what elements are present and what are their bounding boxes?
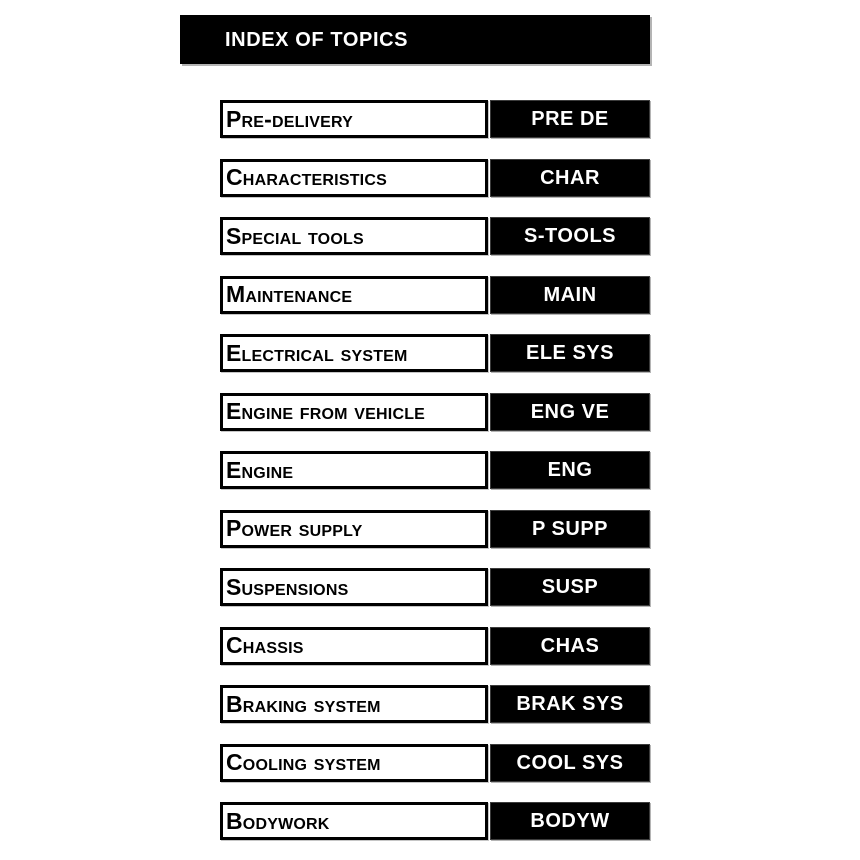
topic-code-box[interactable]: MAIN bbox=[490, 275, 650, 314]
topic-code-box[interactable]: ENG VE bbox=[490, 392, 650, 431]
page-title-bar: INDEX OF TOPICS bbox=[180, 15, 650, 64]
topic-code: ENG bbox=[547, 459, 593, 481]
topic-code-box[interactable]: CHAR bbox=[490, 158, 650, 197]
topic-code: MAIN bbox=[543, 283, 597, 306]
page-title: INDEX OF TOPICS bbox=[225, 28, 409, 51]
topic-label: Characteristics bbox=[226, 164, 387, 190]
topic-row[interactable]: Chassis CHAS bbox=[220, 626, 650, 665]
topic-code: COOL SYS bbox=[516, 751, 624, 774]
topic-row[interactable]: Maintenance MAIN bbox=[220, 275, 650, 314]
topic-label: Chassis bbox=[226, 632, 304, 658]
topic-label-box[interactable]: Braking system bbox=[220, 685, 488, 723]
topic-code: ELE SYS bbox=[526, 342, 614, 364]
topic-label: Braking system bbox=[226, 690, 381, 717]
topic-row[interactable]: Braking system BRAK SYS bbox=[220, 685, 650, 723]
topic-code: PRE DE bbox=[531, 108, 609, 130]
topic-label: Pre-delivery bbox=[226, 105, 354, 132]
topic-label-box[interactable]: Characteristics bbox=[220, 158, 488, 197]
topic-row[interactable]: Suspensions SUSP bbox=[220, 568, 650, 606]
topic-row[interactable]: Power supply P SUPP bbox=[220, 509, 650, 548]
topic-code-box[interactable]: S-TOOLS bbox=[490, 217, 650, 255]
topic-code-box[interactable]: SUSP bbox=[490, 568, 650, 606]
topic-code-box[interactable]: ENG bbox=[490, 451, 650, 489]
topic-label-box[interactable]: Chassis bbox=[220, 626, 488, 665]
topic-label: Maintenance bbox=[226, 281, 353, 307]
topic-row[interactable]: Cooling system COOL SYS bbox=[220, 743, 650, 782]
topic-code: CHAR bbox=[540, 166, 600, 189]
topic-row[interactable]: Pre-delivery PRE DE bbox=[220, 100, 650, 138]
topic-label-box[interactable]: Electrical system bbox=[220, 334, 488, 372]
topic-label-box[interactable]: Engine from vehicle bbox=[220, 392, 488, 431]
topic-label: Bodywork bbox=[226, 807, 330, 834]
topic-code-box[interactable]: BRAK SYS bbox=[490, 685, 650, 723]
topic-label: Electrical system bbox=[226, 339, 408, 366]
topic-label: Special tools bbox=[226, 222, 364, 249]
topic-code-box[interactable]: BODYW bbox=[490, 802, 650, 840]
topic-label-box[interactable]: Pre-delivery bbox=[220, 100, 488, 138]
topic-code-box[interactable]: ELE SYS bbox=[490, 334, 650, 372]
topic-code-box[interactable]: COOL SYS bbox=[490, 743, 650, 782]
topic-row[interactable]: Engine from vehicle ENG VE bbox=[220, 392, 650, 431]
topic-code: ENG VE bbox=[530, 400, 610, 423]
topic-row[interactable]: Engine ENG bbox=[220, 451, 650, 489]
topic-row[interactable]: Electrical system ELE SYS bbox=[220, 334, 650, 372]
topic-label: Cooling system bbox=[226, 749, 381, 775]
topic-code: SUSP bbox=[541, 576, 599, 598]
topic-label-box[interactable]: Suspensions bbox=[220, 568, 488, 606]
topic-row[interactable]: Bodywork BODYW bbox=[220, 802, 650, 840]
topic-code-box[interactable]: PRE DE bbox=[490, 100, 650, 138]
topic-code: P SUPP bbox=[532, 517, 608, 540]
topic-code: CHAS bbox=[540, 634, 600, 657]
topic-code: BRAK SYS bbox=[516, 693, 624, 715]
topic-row[interactable]: Characteristics CHAR bbox=[220, 158, 650, 197]
topic-label: Suspensions bbox=[226, 573, 349, 600]
topic-label-box[interactable]: Power supply bbox=[220, 509, 488, 548]
topic-label-box[interactable]: Bodywork bbox=[220, 802, 488, 840]
topic-row[interactable]: Special tools S-TOOLS bbox=[220, 217, 650, 255]
topic-label-box[interactable]: Special tools bbox=[220, 217, 488, 255]
topic-label: Power supply bbox=[226, 515, 363, 541]
topic-label-box[interactable]: Engine bbox=[220, 451, 488, 489]
topic-label: Engine from vehicle bbox=[226, 398, 426, 424]
topic-code: S-TOOLS bbox=[523, 225, 617, 247]
topic-label: Engine bbox=[226, 456, 294, 483]
topic-label-box[interactable]: Cooling system bbox=[220, 743, 488, 782]
topic-code: BODYW bbox=[530, 810, 610, 832]
topic-label-box[interactable]: Maintenance bbox=[220, 275, 488, 314]
topic-code-box[interactable]: P SUPP bbox=[490, 509, 650, 548]
topics-list: Pre-delivery PRE DE Characteristics CHAR… bbox=[220, 100, 650, 840]
topic-code-box[interactable]: CHAS bbox=[490, 626, 650, 665]
